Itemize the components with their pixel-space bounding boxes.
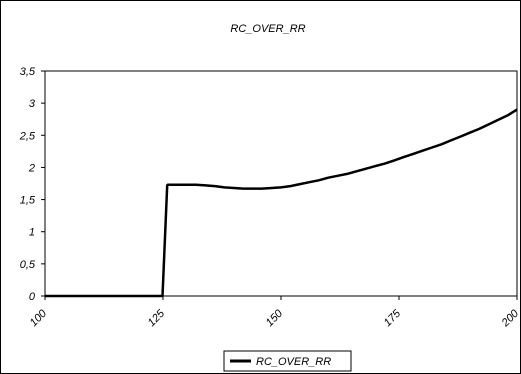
legend-box [223, 350, 352, 372]
y-tick-label: 3 [29, 98, 36, 110]
x-tick-label: 150 [264, 307, 286, 329]
series-line [45, 108, 518, 298]
y-tick-label: 2 [28, 162, 35, 174]
x-tick-label: 100 [28, 307, 50, 329]
x-axis: 100 125 150 175 200 [28, 296, 521, 330]
legend: RC_OVER_RR [223, 350, 352, 372]
y-tick-label: 0,5 [20, 259, 36, 271]
plot-area [44, 70, 518, 297]
series-group [45, 108, 518, 298]
legend-label: RC_OVER_RR [256, 356, 331, 368]
y-axis: 0 0,5 1 1,5 2 2,5 3 3,5 [19, 66, 45, 303]
y-tick-label: 2,5 [19, 130, 36, 142]
y-tick-label: 1,5 [20, 195, 36, 207]
x-tick-label: 175 [382, 307, 404, 329]
y-tick-label: 3,5 [20, 66, 36, 78]
chart-title: RC_OVER_RR [230, 23, 305, 35]
y-tick-label: 1 [29, 227, 35, 239]
plot-frame [44, 70, 518, 297]
x-tick-label: 125 [146, 307, 168, 329]
y-tick-label: 0 [29, 291, 36, 303]
x-tick-label: 200 [499, 307, 521, 330]
